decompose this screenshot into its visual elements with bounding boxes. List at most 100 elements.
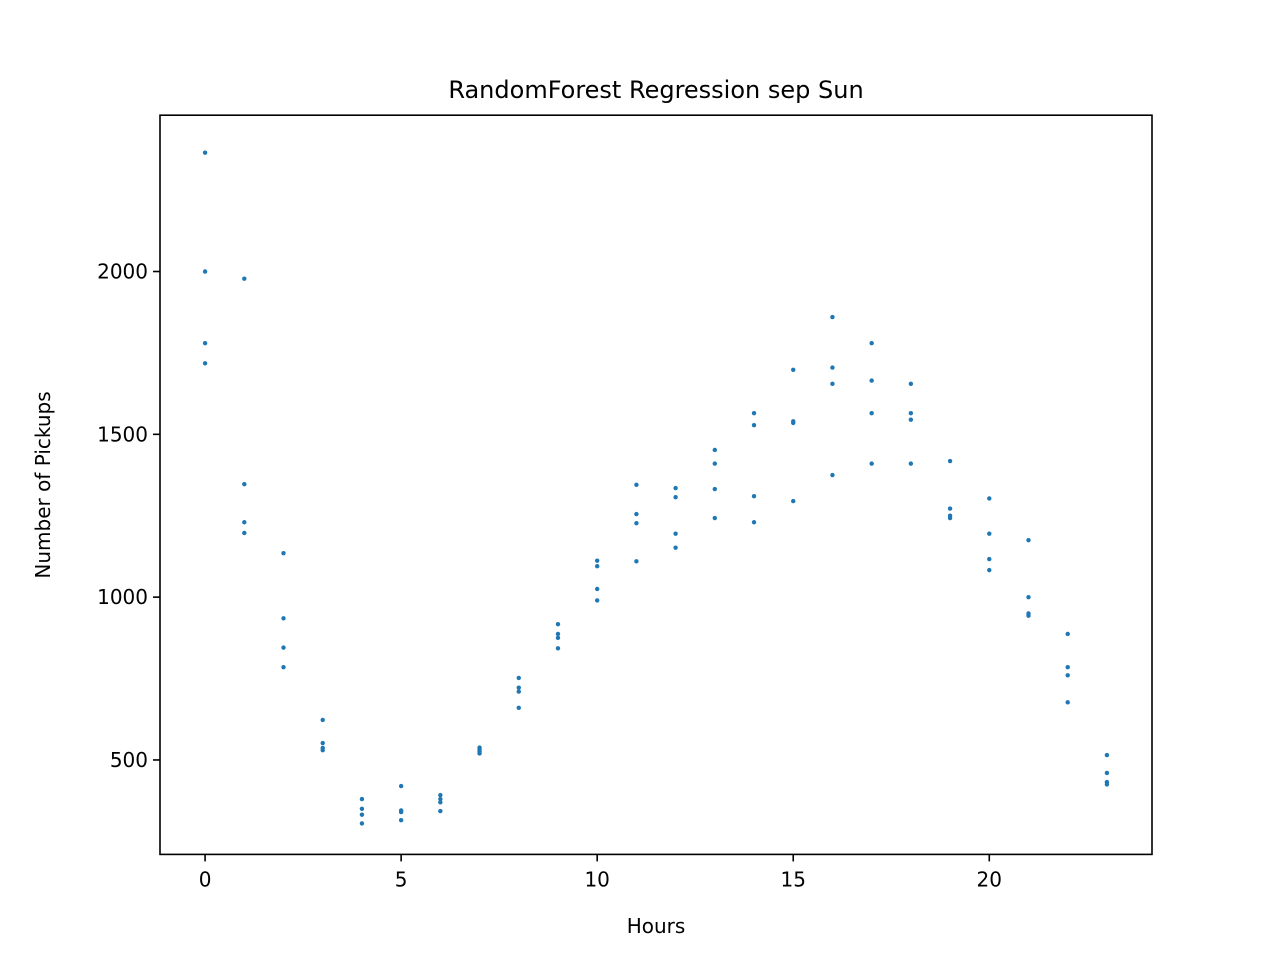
data-point [751,410,757,416]
data-point [359,821,365,826]
data-point [869,378,874,383]
data-point [516,675,521,681]
data-point [712,461,718,466]
data-point [281,664,286,670]
data-point [634,482,639,487]
data-point [751,520,757,525]
data-point [202,361,208,366]
data-point [634,559,639,564]
plot-frame [159,114,1153,856]
data-point [1104,770,1110,776]
data-point [908,461,914,466]
data-point [869,410,874,416]
data-point [516,689,521,694]
x-tick-label: 20 [977,867,1002,891]
data-point [594,598,600,603]
data-point [712,515,718,521]
y-tick-label: 2000 [97,260,148,284]
points-layer [202,150,1110,826]
x-tick-label: 10 [584,867,609,891]
data-point [242,520,247,525]
data-point [830,381,835,387]
data-point [673,545,678,550]
data-point [947,458,953,464]
data-point [1065,700,1070,705]
data-point [516,685,521,690]
data-point [320,740,325,746]
data-point [987,531,992,536]
data-point [987,567,992,573]
data-point [359,796,365,802]
data-point [202,269,208,274]
data-point [673,494,678,500]
data-point [751,423,757,428]
data-point [359,806,365,812]
data-point [830,365,835,370]
data-point [1065,673,1070,678]
data-point [947,515,953,521]
data-point [555,631,561,637]
x-axis-label: Hours [627,914,686,938]
data-point [791,498,796,504]
y-axis-label: Number of Pickups [31,391,55,578]
y-tick-label: 1500 [97,422,148,446]
data-point [908,410,914,416]
data-point [438,796,443,802]
data-point [281,550,286,556]
data-point [438,792,443,798]
data-point [947,506,953,511]
ticks-layer: 0 5 10 15 20 500 1000 1500 2000 [97,260,1002,892]
data-point [869,461,874,466]
x-tick-label: 15 [781,867,806,891]
data-point [438,800,443,805]
data-point [242,481,247,487]
data-point [791,420,796,426]
data-point [869,340,874,346]
data-point [712,447,718,453]
data-point [751,494,757,499]
data-point [1104,782,1110,787]
data-point [594,586,600,592]
data-point [202,340,208,346]
y-tick-label: 500 [110,748,148,772]
y-tick-label: 1000 [97,585,148,609]
x-tick-label: 5 [395,867,408,891]
data-point [281,616,286,621]
data-point [1026,594,1031,600]
data-point [1065,631,1070,637]
data-point [281,645,286,650]
chart-title: RandomForest Regression sep Sun [448,76,863,104]
data-point [791,367,796,373]
data-point [712,486,718,492]
data-point [359,812,365,817]
data-point [202,150,208,155]
x-tick-label: 0 [199,867,212,891]
data-point [242,276,247,281]
data-point [1065,664,1070,670]
data-point [320,717,325,723]
data-point [242,530,247,536]
data-point [1104,752,1110,758]
data-point [398,818,404,823]
data-point [438,808,443,814]
data-point [987,496,992,501]
data-point [1026,537,1031,543]
data-point [673,485,678,491]
data-point [398,809,404,815]
data-point [634,521,639,526]
data-point [908,417,914,422]
data-point [555,646,561,651]
data-point [634,511,639,517]
data-point [555,621,561,627]
data-point [516,705,521,711]
data-point [830,314,835,320]
data-point [594,564,600,569]
data-point [555,635,561,641]
data-point [320,748,325,753]
data-point [1026,613,1031,618]
data-point [830,472,835,478]
data-point [673,531,678,536]
data-point [398,783,404,789]
data-point [987,556,992,562]
